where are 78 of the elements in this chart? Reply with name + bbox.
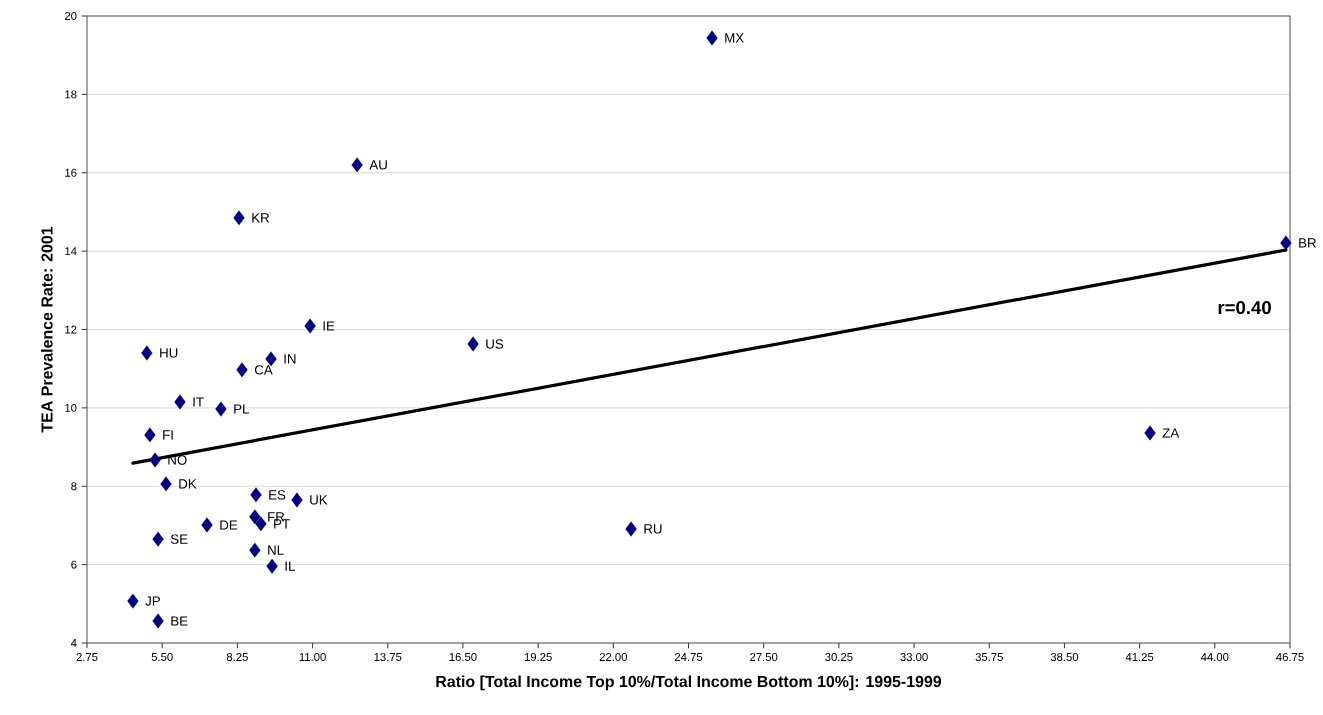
annotation: IT (193, 397, 204, 407)
x-tick-label: 5.50 (151, 653, 173, 661)
x-tick-label: 38.50 (1050, 653, 1079, 661)
annotation: NL (268, 545, 284, 555)
point (152, 531, 164, 547)
point (249, 542, 261, 558)
point (160, 476, 172, 492)
annotation: IL (285, 561, 295, 571)
annotation: RU (644, 524, 662, 534)
annotation: DK (179, 479, 197, 489)
point (249, 509, 261, 525)
y-tick-label: 6 (71, 560, 77, 569)
point (291, 492, 303, 508)
annotation: IN (284, 354, 296, 364)
y-tick-label: 4 (70, 639, 77, 647)
point (351, 157, 363, 173)
x-tick-label: 13.75 (374, 653, 402, 661)
annotation: FI (163, 430, 173, 440)
point (236, 362, 248, 378)
x-tick-label: 35.75 (975, 653, 1003, 661)
annotation: IE (323, 321, 335, 331)
x-tick-label: 46.75 (1276, 653, 1304, 661)
point (215, 401, 227, 417)
x-tick-label: 27.50 (750, 653, 778, 661)
point (127, 593, 139, 609)
point (233, 210, 245, 226)
x-tick-label: 24.75 (674, 653, 703, 661)
point (1280, 235, 1292, 251)
annotation: ES (269, 490, 286, 500)
point (1144, 425, 1156, 441)
x-tick-label: 44.00 (1200, 653, 1229, 661)
annotation: BR (1299, 238, 1316, 248)
x-tick-label: 41.25 (1125, 653, 1154, 661)
point (266, 558, 278, 574)
point (265, 351, 277, 367)
x-tick-label: 30.25 (825, 653, 853, 661)
annotation: AU (369, 160, 387, 170)
annotation: HU (160, 348, 178, 358)
point (304, 318, 316, 334)
x-tick-label: 22.00 (599, 653, 627, 661)
annotation: ZA (1162, 428, 1180, 438)
annotation: BE (171, 616, 188, 626)
x-tick-label: 2.75 (76, 653, 98, 661)
annotation: KR (252, 213, 270, 223)
y-tick-label: 14 (65, 247, 77, 256)
point (149, 452, 161, 468)
annotation: US (486, 339, 504, 349)
point (625, 521, 637, 537)
point (144, 427, 156, 443)
annotation: SE (170, 534, 188, 544)
annotation: r=0.40 (1218, 300, 1271, 315)
annotation: CA (254, 365, 273, 375)
y-tick-label: 12 (65, 325, 77, 334)
point (467, 336, 479, 352)
x-tick-label: 33.00 (900, 653, 928, 661)
annotation: MX (725, 33, 744, 43)
x-tick-label: 8.25 (226, 653, 248, 661)
x-tick-label: 19.25 (524, 653, 552, 661)
point (201, 517, 213, 533)
point (174, 394, 186, 410)
point (250, 487, 262, 503)
y-tick-label: 10 (65, 403, 77, 412)
annotation: DE (220, 520, 238, 530)
annotation: UK (310, 495, 328, 505)
annotation: JP (145, 596, 160, 606)
point (255, 516, 267, 532)
x-axis-title: Ratio [Total Income Top 10%/Total Income Bottom 10%]: 1995-1999 (436, 675, 942, 691)
y-tick-label: 8 (71, 482, 77, 491)
x-tick-label: 16.50 (449, 653, 477, 661)
y-axis-title: TEA Prevalence Rate: 2001 (40, 226, 53, 433)
point (152, 613, 164, 629)
annotation: PL (234, 404, 250, 414)
x-tick-label: 11.00 (299, 653, 326, 661)
y-tick-label: 18 (65, 90, 77, 99)
y-tick-label: 16 (65, 168, 77, 177)
point (706, 30, 718, 46)
y-tick-label: 20 (65, 12, 77, 20)
point (141, 345, 153, 361)
